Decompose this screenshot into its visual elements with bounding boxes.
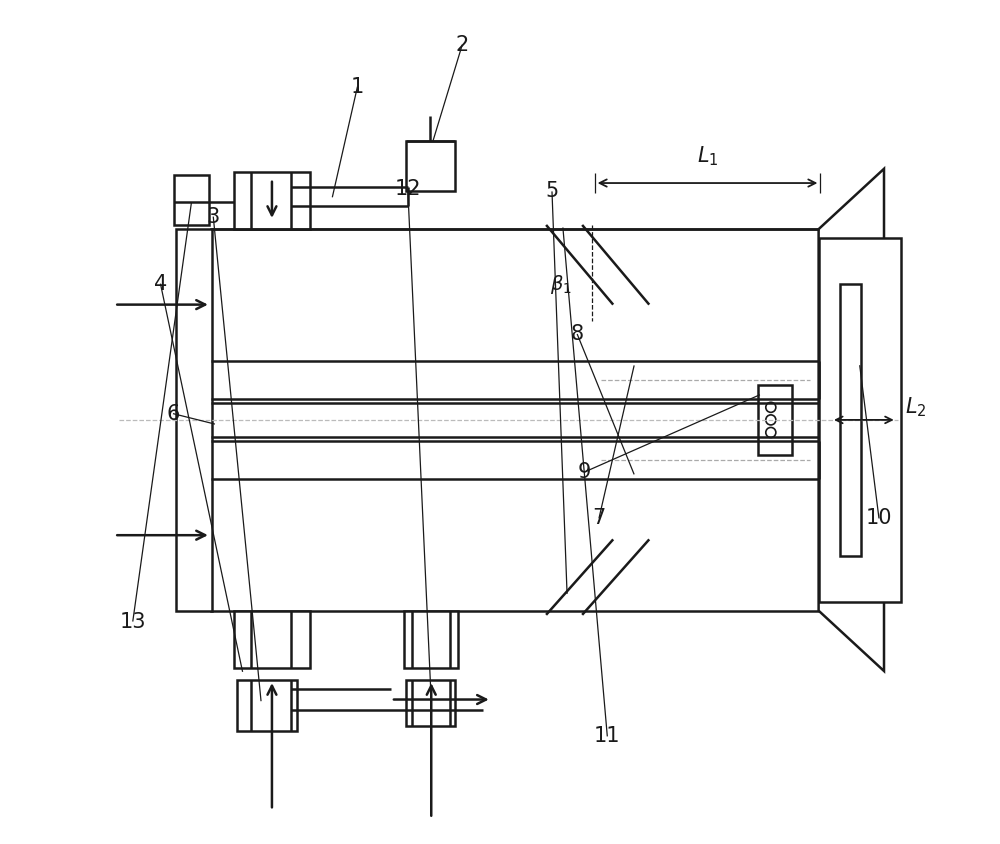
Text: $L_1$: $L_1$	[697, 144, 718, 168]
Text: 5: 5	[545, 181, 559, 202]
Text: 11: 11	[594, 727, 621, 746]
Circle shape	[766, 415, 776, 425]
Bar	[174, 175, 209, 225]
Text: 3: 3	[207, 207, 220, 226]
Text: 2: 2	[456, 35, 469, 55]
Bar	[234, 172, 310, 230]
Text: 6: 6	[166, 403, 180, 424]
Bar	[840, 284, 861, 556]
Bar	[406, 680, 455, 727]
Bar	[404, 611, 458, 668]
Text: 12: 12	[395, 179, 421, 199]
Bar	[211, 230, 819, 611]
Text: $L_2$: $L_2$	[905, 396, 926, 419]
Text: 4: 4	[154, 273, 167, 294]
Circle shape	[766, 403, 776, 413]
Bar	[758, 385, 792, 455]
Text: 10: 10	[866, 508, 892, 528]
Bar	[237, 680, 297, 731]
Text: $\beta_1$: $\beta_1$	[550, 273, 572, 296]
Text: 7: 7	[592, 508, 606, 528]
Circle shape	[766, 427, 776, 437]
Text: 9: 9	[577, 463, 591, 482]
Bar	[406, 141, 455, 192]
Polygon shape	[819, 169, 884, 671]
Text: 8: 8	[571, 324, 584, 344]
Bar	[234, 611, 310, 668]
Bar	[176, 230, 212, 611]
Text: 13: 13	[120, 612, 146, 631]
Text: 1: 1	[351, 77, 364, 96]
Bar	[819, 237, 901, 603]
